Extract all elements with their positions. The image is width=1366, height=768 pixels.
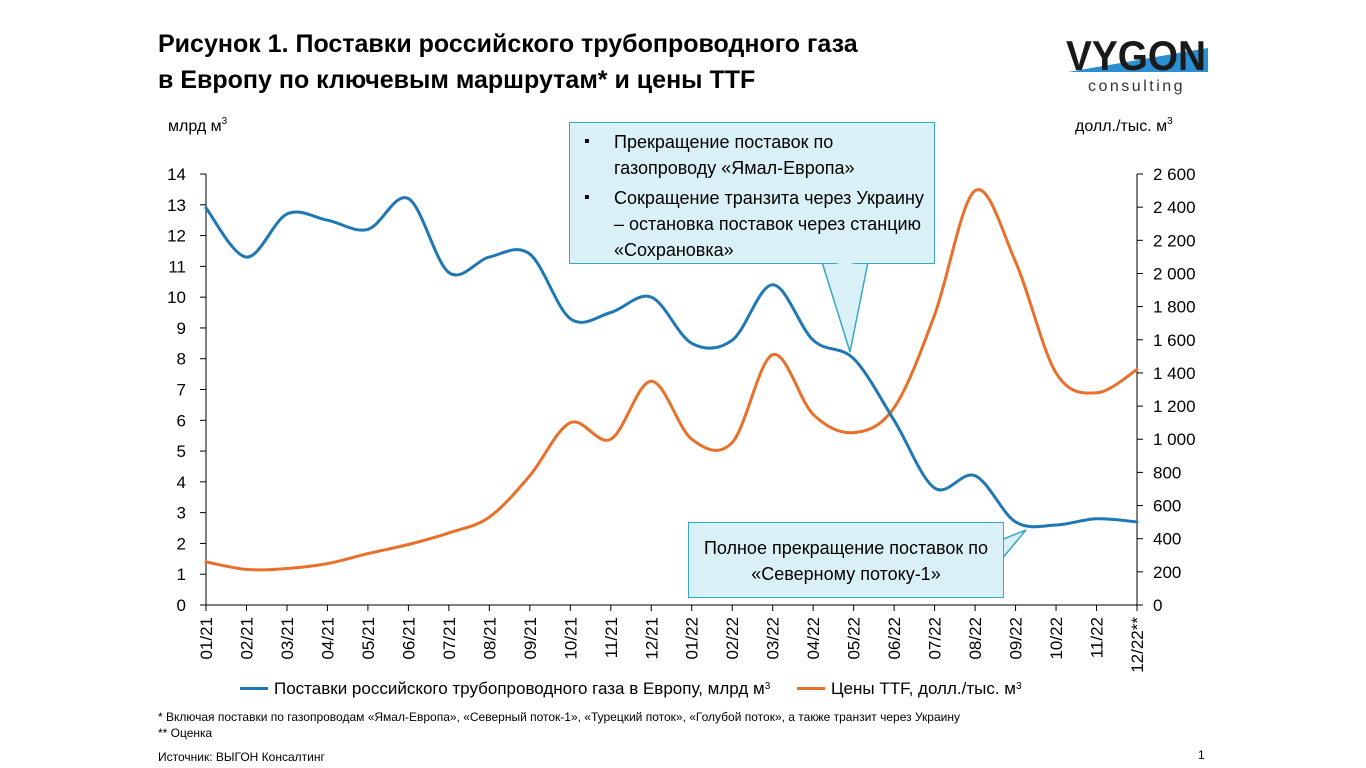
y-left-tick-label: 14 [167,165,186,184]
x-tick-label: 10/21 [561,617,580,660]
x-tick-label: 08/21 [480,617,499,660]
series-group [204,188,1139,572]
y-left-tick-label: 10 [167,288,186,307]
y-left-tick-label: 1 [177,565,186,584]
y-right-tick-label: 400 [1153,530,1181,549]
y-left-tick-label: 13 [167,196,186,215]
footnote-estimate: ** Оценка [158,726,213,740]
callout2-pointer [1000,529,1027,563]
callout1-pointer [820,261,869,353]
x-tick-label: 07/22 [926,617,945,660]
y-right-tick-label: 2 200 [1153,231,1196,250]
legend-swatch-price [796,687,825,690]
logo-word: VYGON [1066,32,1206,79]
y-left-tick-label: 4 [177,473,186,492]
legend-item-supply: Поставки российского трубопроводного газ… [240,679,770,699]
legend: Поставки российского трубопроводного газ… [240,675,1044,699]
x-tick-label: 12/21 [642,617,661,660]
callout-nord-stream: Полное прекращение поставок по «Северном… [688,522,1004,598]
series-line-price [204,188,1139,572]
title-line-2: в Европу по ключевым маршрутам* и цены T… [158,66,756,94]
x-tick-label: 12/22** [1128,617,1147,673]
x-tick-label: 04/22 [804,617,823,660]
y-right-tick-label: 0 [1153,596,1162,615]
callout-yamal-ukraine: Прекращение поставок по газопроводу «Яма… [569,122,935,264]
x-tick-label: 06/21 [399,617,418,660]
x-tick-label: 10/22 [1047,617,1066,660]
logo-sub: consulting [1088,78,1185,95]
x-tick-label: 03/21 [278,617,297,660]
x-tick-label: 05/21 [359,617,378,660]
y-right-tick-label: 2 000 [1153,264,1196,283]
x-tick-label: 06/22 [885,617,904,660]
legend-label-price: Цены TTF, долл./тыс. м [830,678,1016,698]
callout1-item-ukraine: Сокращение транзита через Украину – оста… [584,185,924,263]
vygon-logo: VYGON consulting [1066,32,1208,95]
y-right-tick-label: 1 000 [1153,430,1196,449]
x-tick-label: 07/21 [440,617,459,660]
y-right-tick-label: 1 400 [1153,364,1196,383]
y-left-tick-label: 5 [177,442,186,461]
y-right-tick-label: 200 [1153,563,1181,582]
x-tick-label: 11/21 [602,617,621,658]
y-right-tick-label: 1 600 [1153,331,1196,350]
y-right-tick-label: 600 [1153,497,1181,516]
right-axis-unit: долл./тыс. м3 [1075,116,1173,135]
y-left-tick-label: 0 [177,596,186,615]
x-tick-label: 09/22 [1007,617,1026,660]
y-left-tick-label: 3 [177,504,186,523]
callout1-item-yamal: Прекращение поставок по газопроводу «Яма… [584,129,924,181]
y-left-tick-label: 8 [177,350,186,369]
chart-title: Рисунок 1. Поставки российского трубопро… [158,26,1038,98]
y-right-tick-label: 1 200 [1153,397,1196,416]
left-axis-unit: млрд м3 [168,116,228,135]
series-line-supply [204,196,1139,529]
x-tick-label: 01/21 [197,617,216,660]
x-tick-label: 05/22 [845,617,864,660]
legend-swatch-supply [240,687,268,690]
y-left-tick-label: 2 [177,534,186,553]
y-right-tick-label: 2 400 [1153,198,1196,217]
callout2-text: Полное прекращение поставок по «Северном… [703,538,989,584]
x-tick-label: 08/22 [966,617,985,660]
y-left-tick-label: 7 [177,381,186,400]
footnote-routes: * Включая поставки по газопроводам «Ямал… [158,710,960,724]
x-tick-label: 02/21 [237,617,256,660]
title-line-1: Рисунок 1. Поставки российского трубопро… [158,30,858,58]
y-left-tick-label: 6 [177,411,186,430]
y-left-tick-label: 9 [177,319,186,338]
y-right-tick-label: 800 [1153,463,1181,482]
y-right-tick-label: 2 600 [1153,165,1196,184]
legend-label-supply: Поставки российского трубопроводного газ… [274,678,765,698]
y-left-tick-label: 12 [167,227,186,246]
y-left-tick-label: 11 [168,257,186,276]
x-tick-label: 01/22 [683,617,702,660]
y-right-tick-label: 1 800 [1153,298,1196,317]
x-tick-label: 04/21 [318,617,337,660]
source-note: Источник: ВЫГОН Консалтинг [158,750,325,764]
page-number: 1 [1198,748,1205,762]
callout-pointers [820,261,1027,563]
x-tick-label: 03/22 [764,617,783,660]
x-tick-label: 02/22 [723,617,742,660]
x-tick-label: 09/21 [521,617,540,660]
x-tick-label: 11/22 [1088,617,1107,658]
